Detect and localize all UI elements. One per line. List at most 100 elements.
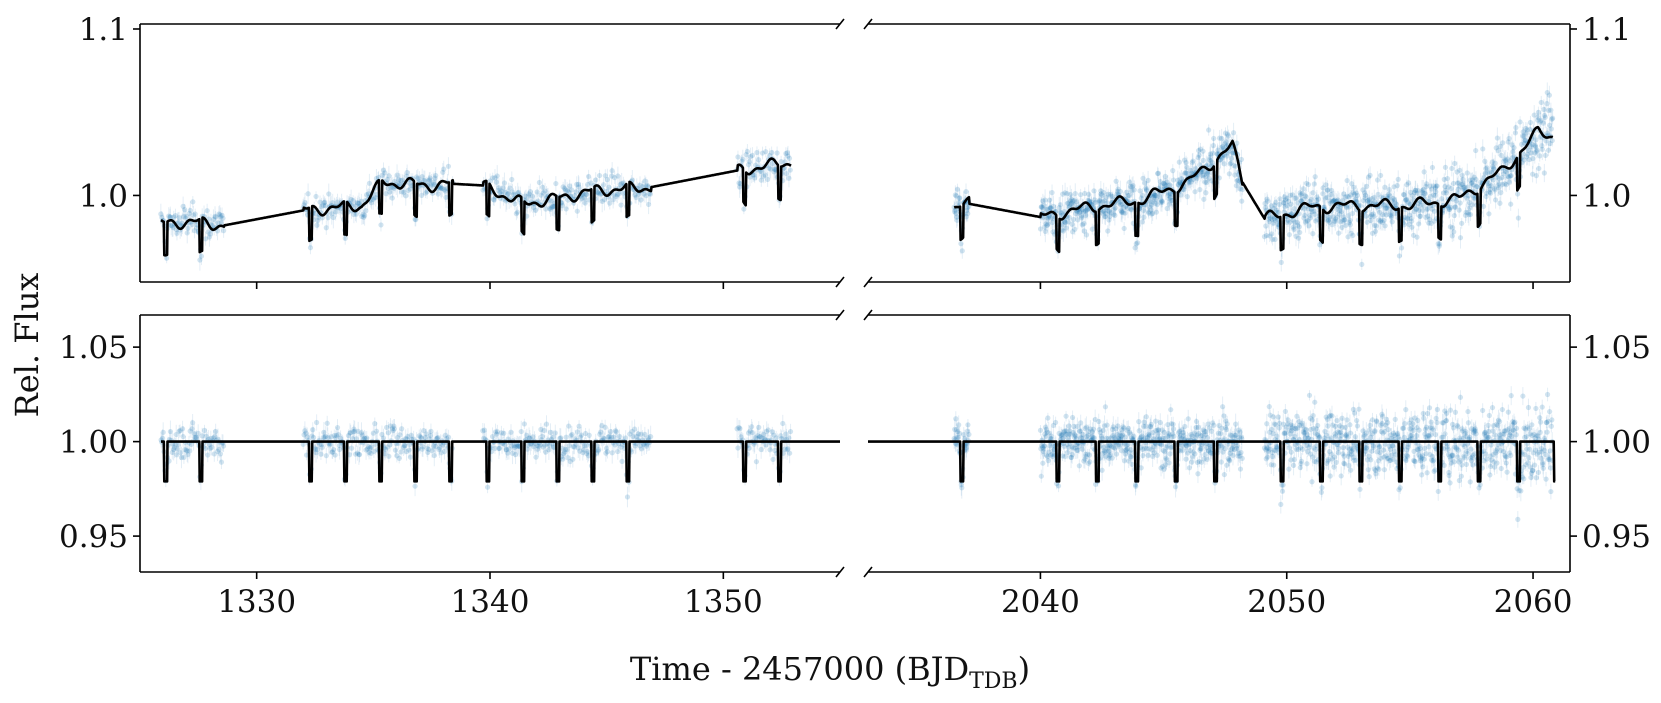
- data-point: [1321, 204, 1327, 210]
- data-point: [1201, 172, 1207, 178]
- data-point: [570, 456, 576, 462]
- data-point: [212, 434, 218, 440]
- data-point: [1045, 215, 1051, 221]
- data-point: [963, 445, 970, 451]
- data-point: [1320, 185, 1326, 191]
- data-point: [322, 434, 328, 440]
- data-point: [1101, 189, 1107, 196]
- data-point: [490, 175, 496, 181]
- data-point: [445, 163, 452, 169]
- data-point: [1532, 150, 1538, 156]
- data-point: [441, 449, 448, 455]
- data-point: [534, 189, 540, 195]
- data-point: [1048, 452, 1054, 458]
- data-point: [1362, 192, 1369, 198]
- data-point: [1349, 210, 1356, 217]
- data-point: [1128, 207, 1134, 213]
- data-point: [1451, 229, 1457, 235]
- data-point: [1178, 176, 1185, 182]
- data-point: [1443, 190, 1449, 196]
- data-point: [1069, 200, 1075, 206]
- data-point: [530, 434, 536, 440]
- data-point: [423, 431, 430, 437]
- data-point: [366, 180, 373, 186]
- data-point: [364, 446, 371, 452]
- data-point: [1073, 436, 1080, 442]
- data-point: [1409, 224, 1415, 230]
- data-point: [1272, 236, 1278, 242]
- data-point: [1166, 196, 1172, 202]
- data-point: [1495, 183, 1501, 189]
- data-point: [1133, 241, 1139, 247]
- data-point: [1083, 453, 1089, 460]
- data-point: [1276, 201, 1283, 208]
- data-point: [965, 428, 971, 434]
- data-point: [1069, 414, 1076, 421]
- data-point: [1141, 214, 1147, 220]
- data-point: [958, 482, 964, 488]
- data-point: [1183, 170, 1190, 176]
- data-point: [1106, 209, 1113, 215]
- data-point: [1391, 184, 1397, 190]
- data-point: [1417, 213, 1423, 219]
- data-point: [513, 211, 519, 217]
- data-point: [602, 173, 608, 179]
- data-point: [417, 434, 424, 440]
- data-point: [1140, 207, 1147, 214]
- data-point: [1168, 197, 1175, 203]
- data-point: [1196, 147, 1202, 154]
- data-point: [778, 159, 784, 165]
- data-point: [1101, 198, 1108, 204]
- data-point: [419, 173, 425, 180]
- data-point: [360, 211, 366, 217]
- data-point: [745, 162, 752, 168]
- data-point: [1300, 196, 1306, 203]
- data-point: [1265, 198, 1271, 204]
- data-point: [1292, 195, 1298, 201]
- data-point: [1502, 181, 1508, 187]
- data-point: [174, 452, 180, 458]
- data-point: [604, 176, 610, 183]
- data-point: [1335, 197, 1341, 203]
- data-point: [575, 181, 581, 187]
- data-point: [546, 442, 553, 448]
- data-point: [956, 195, 962, 201]
- data-point: [202, 236, 209, 242]
- data-point: [1466, 199, 1472, 206]
- data-point: [1537, 134, 1543, 140]
- data-point: [1078, 213, 1085, 219]
- data-point: [1382, 205, 1389, 211]
- data-point: [778, 433, 784, 439]
- data-point: [1042, 224, 1048, 230]
- data-point: [559, 203, 566, 209]
- data-point: [785, 446, 791, 452]
- data-point: [955, 434, 962, 440]
- data-point: [783, 150, 789, 157]
- data-point: [1471, 174, 1477, 180]
- data-point: [572, 193, 578, 199]
- data-point: [1379, 219, 1385, 225]
- data-point: [1538, 117, 1544, 123]
- data-point: [1550, 115, 1556, 121]
- data-point: [368, 444, 374, 450]
- data-point: [1192, 189, 1198, 195]
- data-point: [1077, 428, 1083, 434]
- data-point: [438, 185, 444, 192]
- data-point: [1350, 189, 1356, 196]
- data-point: [1406, 200, 1412, 207]
- data-point: [1434, 183, 1440, 189]
- data-point: [427, 433, 434, 439]
- data-point: [439, 185, 445, 191]
- data-point: [1454, 169, 1460, 175]
- data-point: [220, 443, 227, 449]
- data-point: [384, 176, 391, 183]
- data-point: [354, 450, 360, 456]
- data-point: [317, 441, 323, 448]
- data-point: [1497, 200, 1503, 206]
- data-point: [1158, 200, 1164, 206]
- data-point: [579, 195, 585, 202]
- data-point: [538, 426, 544, 433]
- data-point: [644, 182, 650, 188]
- data-point: [1274, 209, 1280, 215]
- data-point: [1042, 431, 1048, 437]
